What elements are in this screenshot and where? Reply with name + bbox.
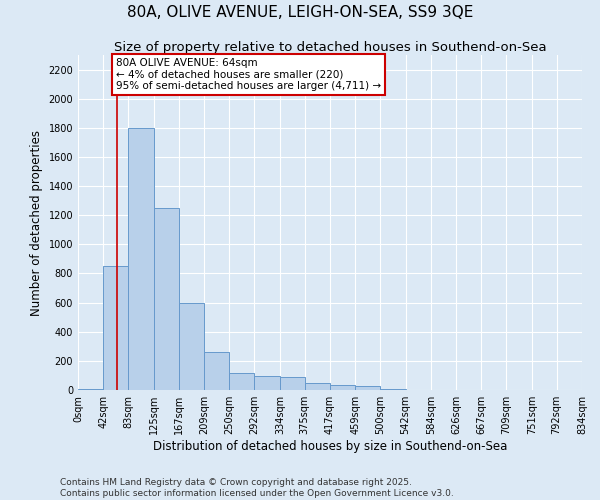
Bar bbox=[330, 385, 355, 390]
Bar bbox=[128, 128, 154, 390]
Text: Contains HM Land Registry data © Crown copyright and database right 2025.
Contai: Contains HM Land Registry data © Crown c… bbox=[60, 478, 454, 498]
Bar bbox=[205, 352, 229, 390]
Bar bbox=[305, 382, 330, 390]
Bar bbox=[179, 302, 205, 390]
Y-axis label: Number of detached properties: Number of detached properties bbox=[30, 130, 43, 316]
Bar bbox=[103, 266, 128, 390]
Title: Size of property relative to detached houses in Southend-on-Sea: Size of property relative to detached ho… bbox=[113, 41, 547, 54]
Text: 80A, OLIVE AVENUE, LEIGH-ON-SEA, SS9 3QE: 80A, OLIVE AVENUE, LEIGH-ON-SEA, SS9 3QE bbox=[127, 5, 473, 20]
Bar bbox=[229, 372, 254, 390]
X-axis label: Distribution of detached houses by size in Southend-on-Sea: Distribution of detached houses by size … bbox=[153, 440, 507, 453]
Bar bbox=[280, 377, 305, 390]
Bar bbox=[355, 386, 380, 390]
Bar bbox=[154, 208, 179, 390]
Bar bbox=[254, 376, 280, 390]
Text: 80A OLIVE AVENUE: 64sqm
← 4% of detached houses are smaller (220)
95% of semi-de: 80A OLIVE AVENUE: 64sqm ← 4% of detached… bbox=[116, 58, 381, 91]
Bar bbox=[380, 388, 406, 390]
